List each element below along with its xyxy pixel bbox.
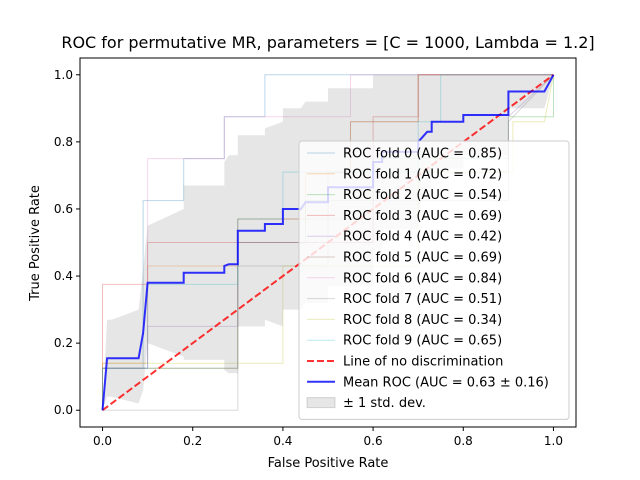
legend-label-fold-2: ROC fold 2 (AUC = 0.54) [343,188,502,203]
legend-label-chance: Line of no discrimination [343,355,503,370]
legend-label-fold-9: ROC fold 9 (AUC = 0.65) [343,334,502,349]
y-axis-label: True Positive Rate [28,185,43,302]
y-tick-label: 0.0 [54,403,73,417]
legend-label-fold-0: ROC fold 0 (AUC = 0.85) [343,147,502,162]
legend-box [298,140,570,420]
y-tick-label: 0.2 [54,336,73,350]
legend-label-fold-5: ROC fold 5 (AUC = 0.69) [343,251,502,266]
legend: ROC fold 0 (AUC = 0.85) ROC fold 1 (AUC =… [298,140,570,420]
roc-fold-0-line [102,74,554,411]
legend-label-mean: Mean ROC (AUC = 0.63 ± 0.16) [343,375,549,390]
x-tick-label: 1.0 [544,434,563,448]
x-tick-label: 0.2 [183,434,202,448]
y-tick-label: 0.6 [54,202,73,216]
y-tick-label: 1.0 [54,68,73,82]
y-tick-label: 0.4 [54,269,73,283]
y-axis: 0.0 0.2 0.4 0.6 0.8 1.0 [54,68,80,417]
legend-label-band: ± 1 std. dev. [343,396,426,411]
x-axis-label: False Positive Rate [268,456,389,471]
x-axis: 0.0 0.2 0.4 0.6 0.8 1.0 [93,427,563,448]
legend-label-fold-3: ROC fold 3 (AUC = 0.69) [343,209,502,224]
legend-label-fold-8: ROC fold 8 (AUC = 0.34) [343,313,502,328]
chart-title: ROC for permutative MR, parameters = [C … [61,33,594,52]
legend-label-fold-6: ROC fold 6 (AUC = 0.84) [343,271,502,286]
x-tick-label: 0.0 [93,434,112,448]
x-tick-label: 0.8 [454,434,473,448]
legend-label-fold-4: ROC fold 4 (AUC = 0.42) [343,230,502,245]
legend-swatch-band [306,397,336,409]
x-tick-label: 0.6 [364,434,383,448]
y-tick-label: 0.8 [54,135,73,149]
x-tick-label: 0.4 [273,434,292,448]
legend-label-fold-7: ROC fold 7 (AUC = 0.51) [343,292,502,307]
plot-frame [79,57,577,428]
legend-label-fold-1: ROC fold 1 (AUC = 0.72) [343,167,502,182]
roc-fold-6-line [102,74,554,411]
